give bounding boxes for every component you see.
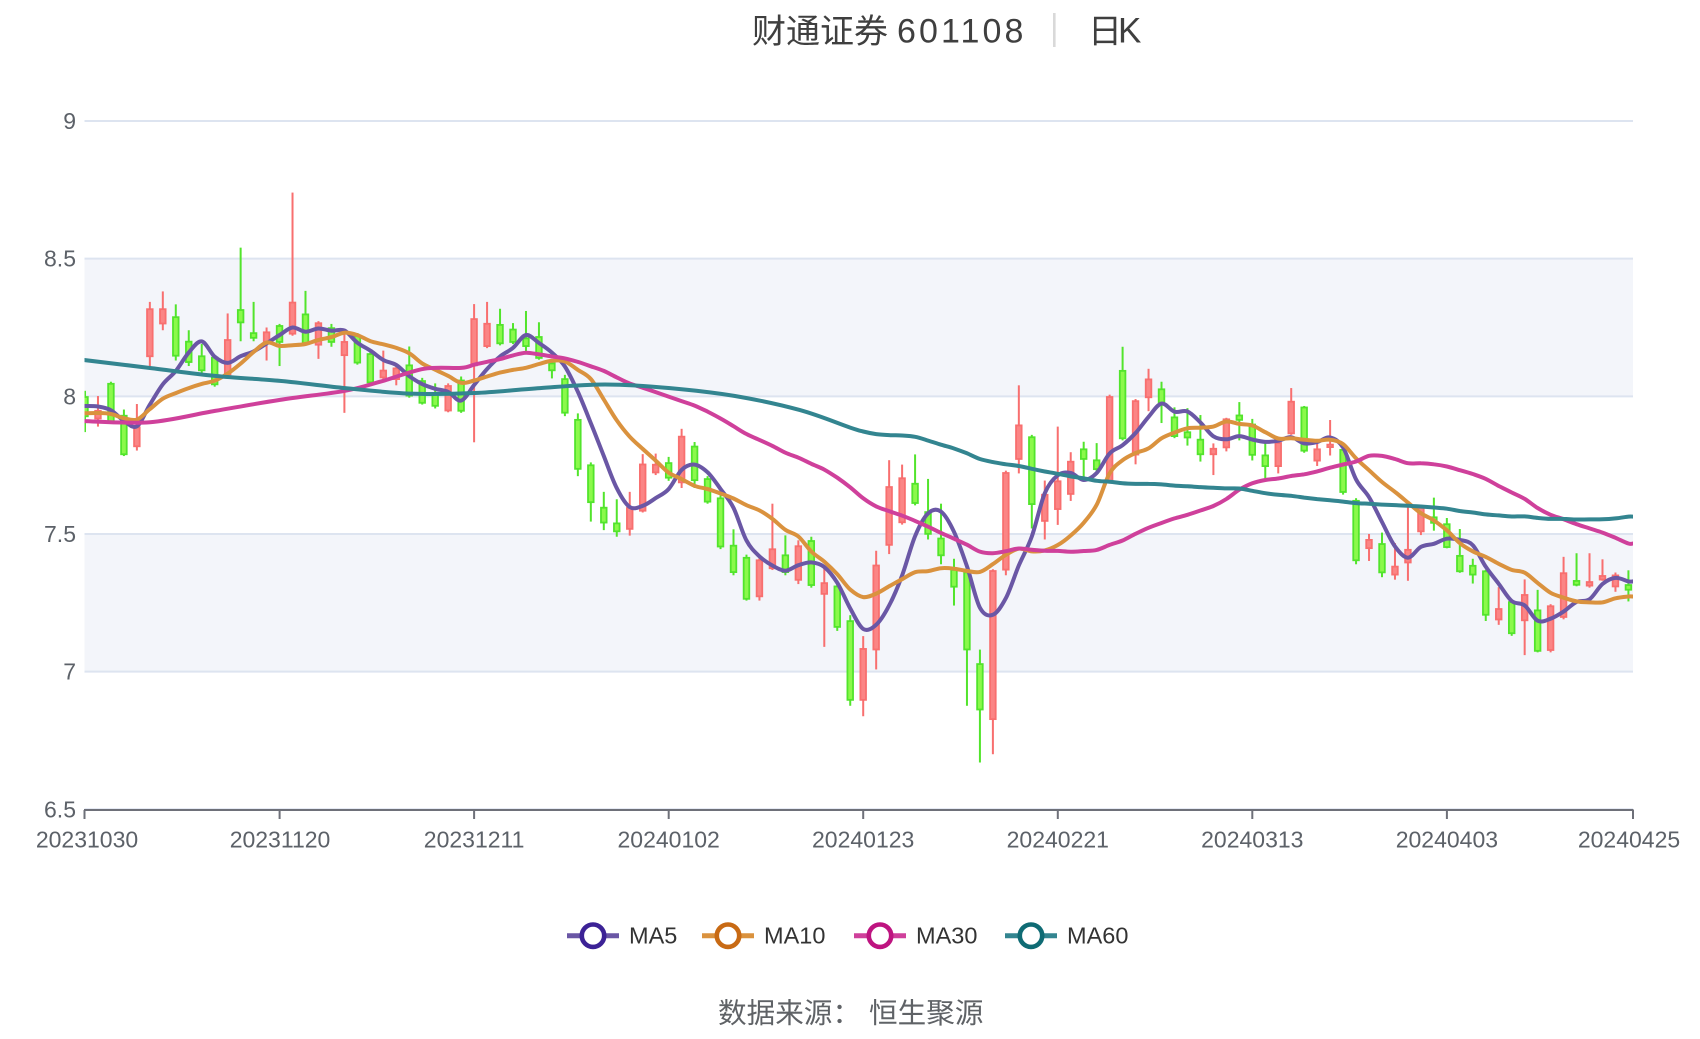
svg-text:8.5: 8.5: [44, 246, 76, 272]
svg-text:20240313: 20240313: [1201, 827, 1303, 853]
svg-text:20231120: 20231120: [230, 827, 331, 853]
svg-text:K: K: [1118, 12, 1141, 51]
svg-text:20240123: 20240123: [812, 827, 914, 853]
svg-text:20240102: 20240102: [618, 827, 720, 853]
svg-text:6.5: 6.5: [44, 796, 76, 822]
svg-text:9: 9: [63, 108, 76, 134]
svg-text:MA5: MA5: [629, 923, 677, 949]
svg-text:20240221: 20240221: [1007, 827, 1109, 853]
svg-text:601108: 601108: [897, 13, 1027, 51]
svg-text:7: 7: [63, 659, 76, 685]
svg-text:20231030: 20231030: [36, 827, 138, 853]
svg-text:MA10: MA10: [764, 923, 825, 949]
svg-text:20231211: 20231211: [424, 827, 525, 853]
svg-text:8: 8: [63, 383, 76, 409]
svg-text:MA30: MA30: [916, 923, 977, 949]
svg-text:7.5: 7.5: [44, 521, 76, 547]
svg-text:MA60: MA60: [1067, 923, 1128, 949]
svg-text:20240403: 20240403: [1396, 827, 1498, 853]
svg-text:20240425: 20240425: [1578, 827, 1680, 853]
